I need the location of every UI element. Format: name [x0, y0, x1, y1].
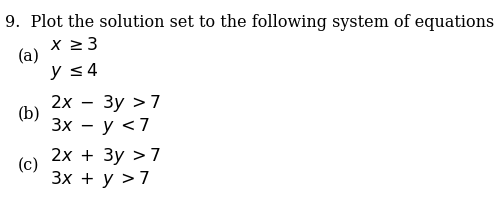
Text: (a): (a) [17, 48, 39, 65]
Text: $2x \;-\; 3y \;> 7$: $2x \;-\; 3y \;> 7$ [50, 93, 162, 114]
Text: $2x \;+\; 3y \;> 7$: $2x \;+\; 3y \;> 7$ [50, 146, 162, 167]
Text: $x \;\geq 3$: $x \;\geq 3$ [50, 37, 99, 54]
Text: 9.  Plot the solution set to the following system of equations: 9. Plot the solution set to the followin… [5, 14, 495, 31]
Text: $3x \;-\; y \;< 7$: $3x \;-\; y \;< 7$ [50, 116, 150, 137]
Text: (b): (b) [17, 106, 40, 123]
Text: (c): (c) [17, 157, 39, 174]
Text: $y \;\leq 4$: $y \;\leq 4$ [50, 61, 99, 82]
Text: $3x \;+\; y \;> 7$: $3x \;+\; y \;> 7$ [50, 169, 150, 190]
